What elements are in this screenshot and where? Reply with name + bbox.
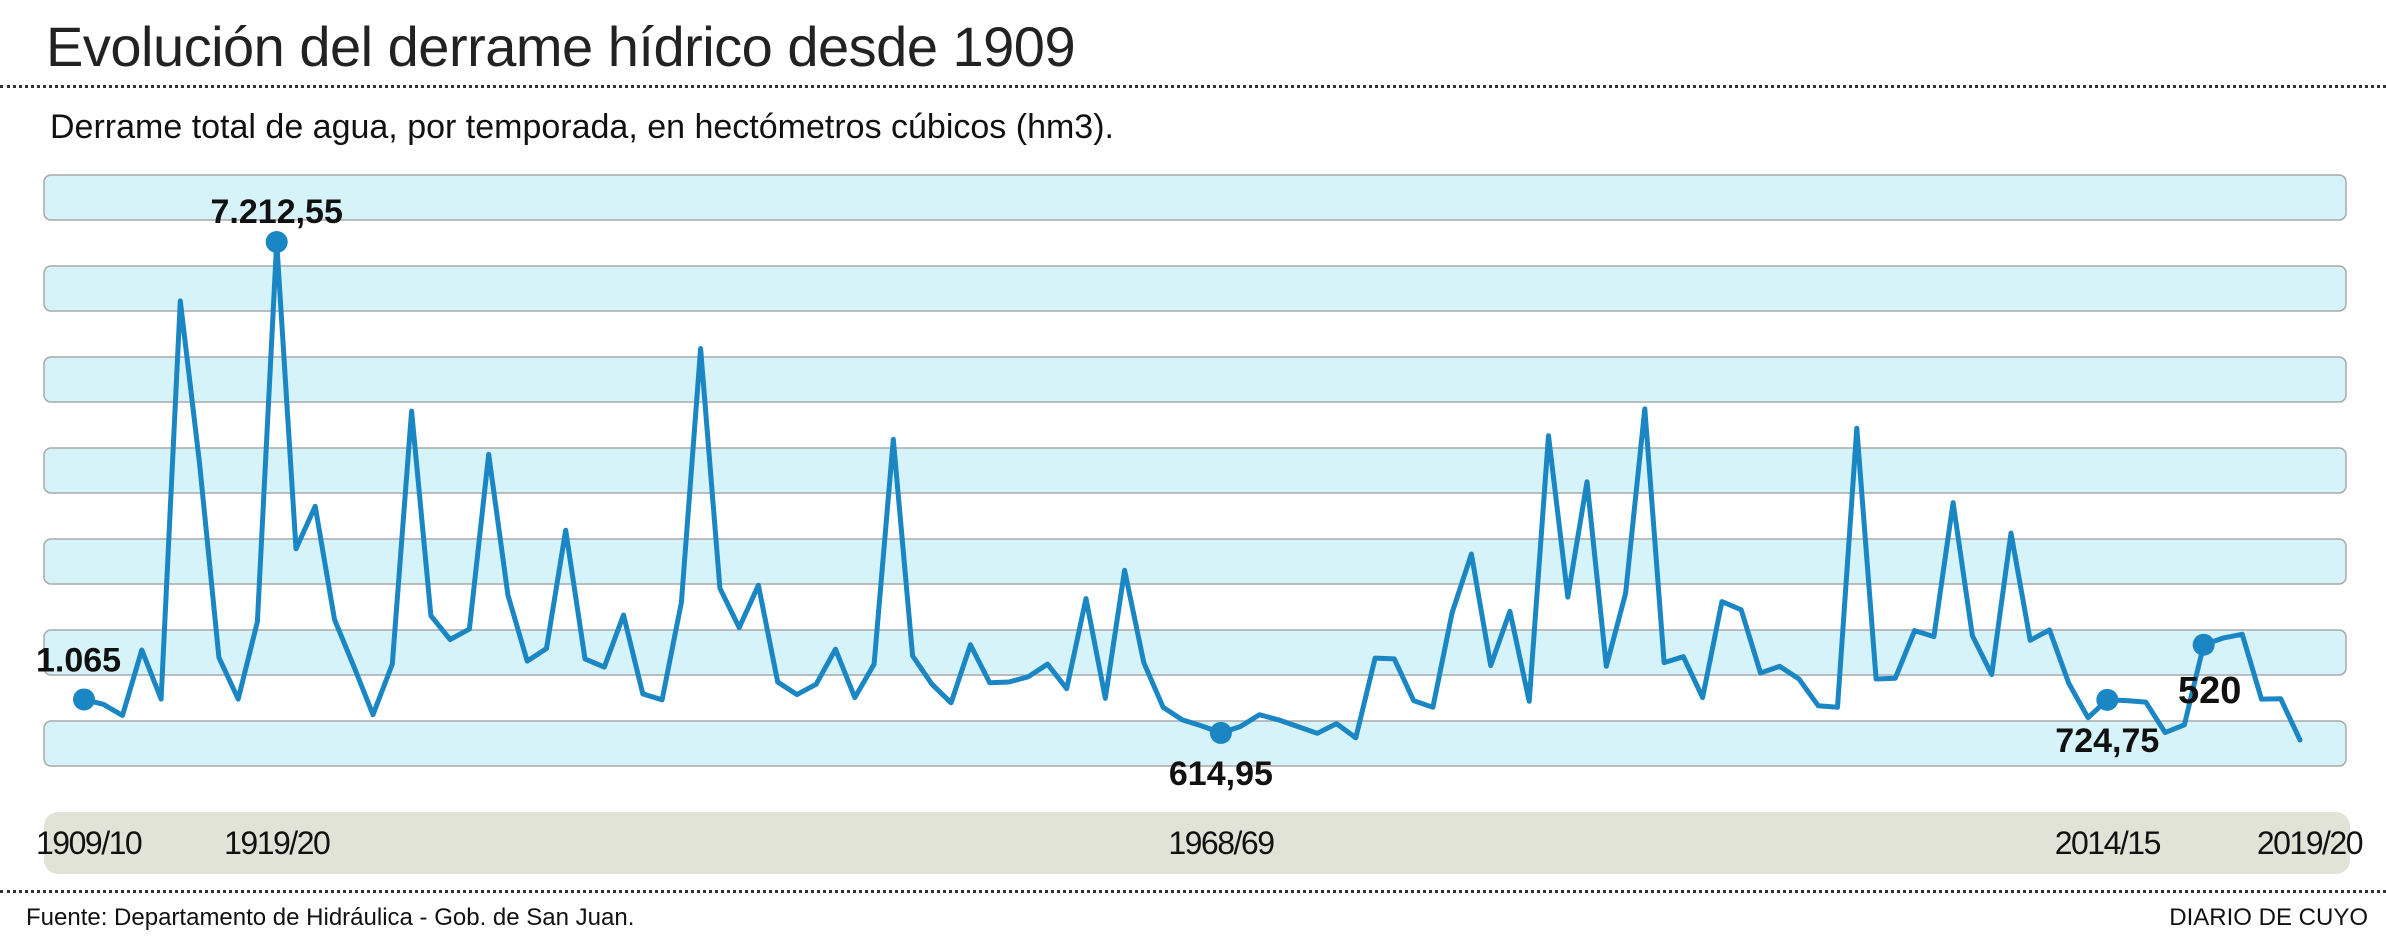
x-tick-label: 2019/20 xyxy=(2257,825,2363,861)
chart-subtitle: Derrame total de agua, por temporada, en… xyxy=(50,108,1114,146)
band xyxy=(43,447,2347,494)
highlight-point xyxy=(265,231,288,253)
highlight-point xyxy=(73,688,95,711)
data-label: 7.212,55 xyxy=(211,193,343,231)
highlight-point xyxy=(1209,721,1232,744)
x-tick-label: 1968/69 xyxy=(1168,825,1274,861)
chart-title: Evolución del derrame hídrico desde 1909 xyxy=(46,15,1076,78)
highlight-point xyxy=(2096,688,2119,711)
x-tick-label: 1909/10 xyxy=(36,825,142,861)
band xyxy=(43,538,2347,585)
bottom-divider xyxy=(0,890,2386,893)
source-note: Fuente: Departamento de Hidráulica - Gob… xyxy=(26,904,635,931)
data-label: 1.065 xyxy=(36,641,121,679)
top-divider xyxy=(0,85,2386,88)
data-label: 520 xyxy=(2178,670,2241,712)
x-tick-label: 1919/20 xyxy=(224,825,330,861)
x-axis-bar xyxy=(44,812,2350,874)
data-label: 614,95 xyxy=(1169,755,1273,793)
band xyxy=(43,356,2347,403)
highlight-markers xyxy=(73,231,2215,744)
data-labels: 1.065 7.212,55 614,95 724,75 520 xyxy=(36,193,2241,793)
x-axis-labels: 1909/10 1919/20 1968/69 2014/15 2019/20 xyxy=(36,825,2364,861)
brand-logo-text: DIARIO DE CUYO xyxy=(2169,904,2368,931)
x-tick-label: 2014/15 xyxy=(2055,825,2161,861)
series-line xyxy=(81,239,2303,743)
background-bands xyxy=(43,174,2347,767)
band xyxy=(43,265,2347,312)
band xyxy=(43,720,2347,767)
data-label: 724,75 xyxy=(2055,722,2159,760)
band xyxy=(43,174,2347,221)
band xyxy=(43,629,2347,676)
highlight-point xyxy=(2192,633,2215,656)
